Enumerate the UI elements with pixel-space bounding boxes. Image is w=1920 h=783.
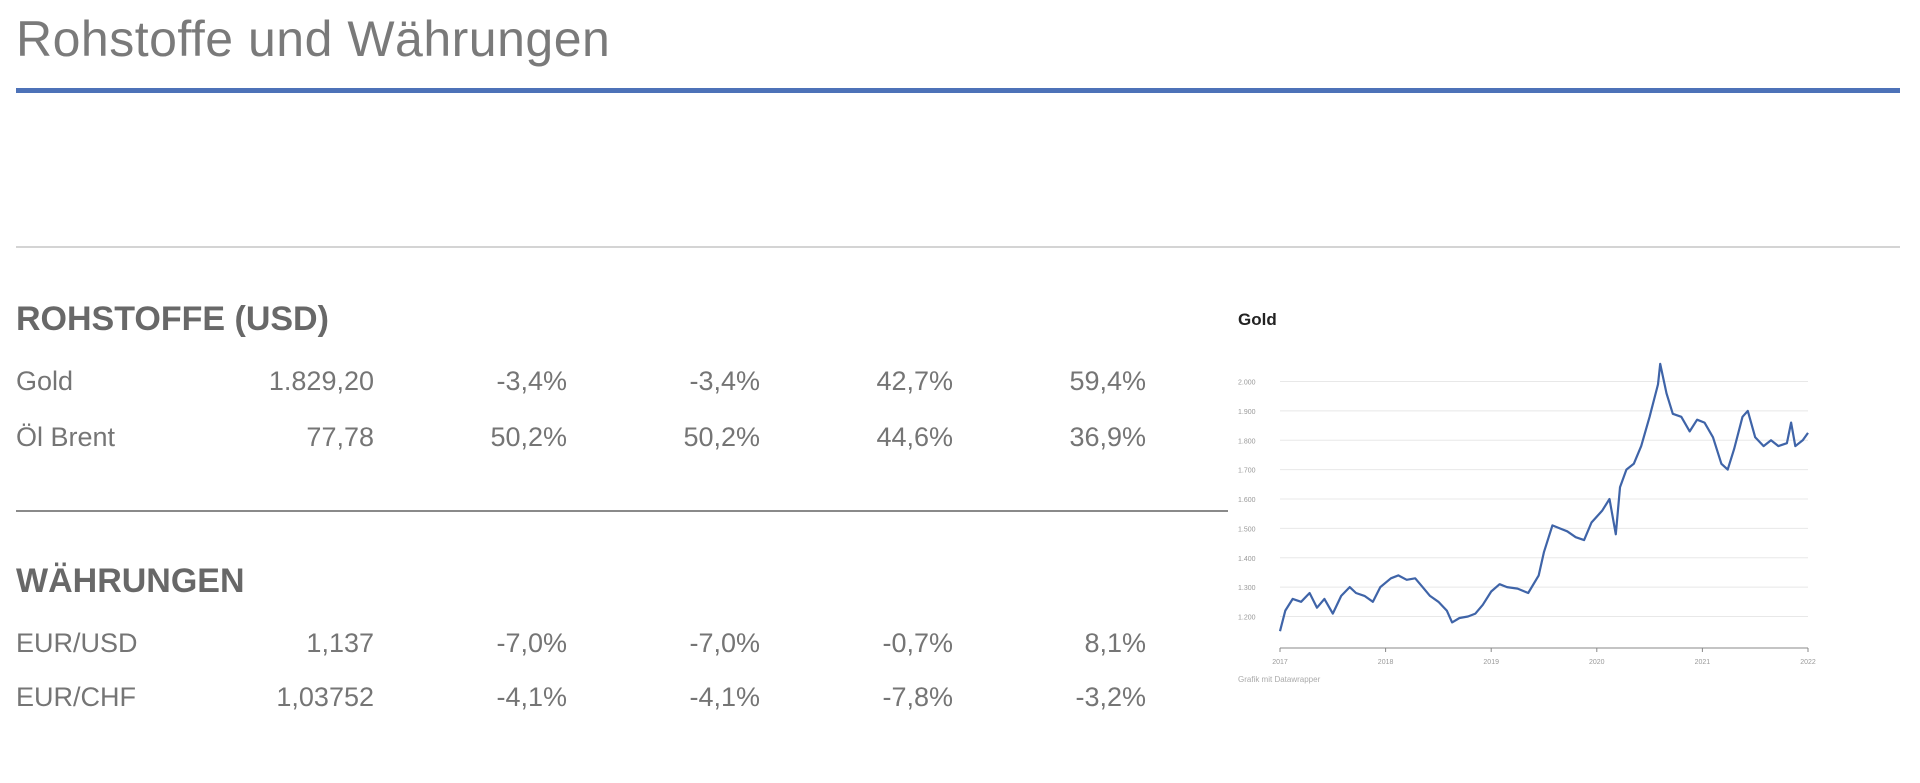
row-value: 59,4% bbox=[1069, 366, 1146, 396]
row-label: EUR/USD bbox=[16, 628, 138, 658]
row-label: EUR/CHF bbox=[16, 682, 136, 712]
y-tick-label: 1.500 bbox=[1238, 526, 1256, 533]
y-tick-label: 2.000 bbox=[1238, 380, 1256, 387]
x-tick-label: 2021 bbox=[1695, 659, 1711, 666]
row-value: 77,78 bbox=[306, 422, 374, 452]
row-value: -7,0% bbox=[496, 628, 567, 658]
row-value: 50,2% bbox=[683, 422, 760, 452]
row-value: -4,1% bbox=[689, 682, 760, 712]
row-value: 1.829,20 bbox=[268, 366, 374, 396]
chart-title: Gold bbox=[1238, 310, 1277, 329]
chart-source-note: Grafik mit Datawrapper bbox=[1238, 675, 1321, 684]
x-tick-label: 2019 bbox=[1483, 659, 1499, 666]
y-tick-label: 1.900 bbox=[1238, 409, 1256, 416]
row-value: 36,9% bbox=[1069, 422, 1146, 452]
row-label: Öl Brent bbox=[16, 422, 116, 452]
table-row: Öl Brent 77,78 50,2% 50,2% 44,6% 36,9% bbox=[16, 422, 1216, 462]
section-heading: ROHSTOFFE (USD) bbox=[16, 300, 329, 338]
x-tick-label: 2018 bbox=[1378, 659, 1394, 666]
row-value: 42,7% bbox=[876, 366, 953, 396]
row-value: -7,0% bbox=[689, 628, 760, 658]
y-tick-label: 1.700 bbox=[1238, 468, 1256, 475]
y-tick-label: 1.800 bbox=[1238, 438, 1256, 445]
y-tick-label: 1.400 bbox=[1238, 556, 1256, 563]
row-value: -0,7% bbox=[882, 628, 953, 658]
row-value: -3,4% bbox=[689, 366, 760, 396]
table-row: EUR/USD 1,137 -7,0% -7,0% -0,7% 8,1% bbox=[16, 628, 1216, 668]
x-tick-label: 2017 bbox=[1272, 659, 1288, 666]
x-tick-label: 2020 bbox=[1589, 659, 1605, 666]
row-value: -3,4% bbox=[496, 366, 567, 396]
y-tick-label: 1.600 bbox=[1238, 497, 1256, 504]
x-tick-label: 2022 bbox=[1800, 659, 1816, 666]
gold-price-line bbox=[1278, 362, 1809, 632]
y-tick-label: 1.200 bbox=[1238, 615, 1256, 622]
page-title: Rohstoffe und Währungen bbox=[16, 11, 611, 67]
row-value: -4,1% bbox=[496, 682, 567, 712]
row-value: 44,6% bbox=[876, 422, 953, 452]
y-tick-label: 1.300 bbox=[1238, 585, 1256, 592]
row-value: -7,8% bbox=[882, 682, 953, 712]
table-row: EUR/CHF 1,03752 -4,1% -4,1% -7,8% -3,2% bbox=[16, 682, 1216, 722]
section-divider bbox=[16, 510, 1228, 512]
row-value: 1,137 bbox=[306, 628, 374, 658]
row-value: -3,2% bbox=[1075, 682, 1146, 712]
section-divider bbox=[16, 246, 1900, 248]
row-value: 8,1% bbox=[1084, 628, 1146, 658]
row-value: 1,03752 bbox=[276, 682, 374, 712]
table-row: Gold 1.829,20 -3,4% -3,4% 42,7% 59,4% bbox=[16, 366, 1216, 406]
gold-chart: 1.200 1.300 1.400 1.500 1.600 1.700 1.800 1.900… bbox=[1238, 362, 1816, 666]
row-label: Gold bbox=[16, 366, 74, 396]
title-rule bbox=[16, 88, 1900, 93]
section-heading: WÄHRUNGEN bbox=[16, 562, 245, 600]
row-value: 50,2% bbox=[490, 422, 567, 452]
